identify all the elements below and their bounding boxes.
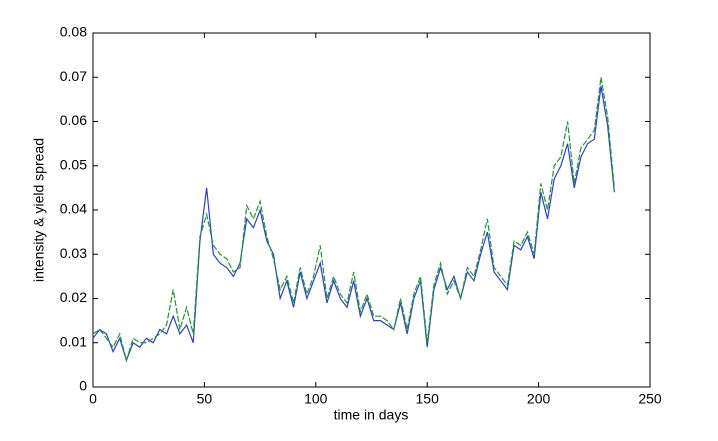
x-tick-label: 250: [638, 391, 662, 407]
y-tick-label: 0: [79, 378, 87, 394]
y-tick-label: 0.07: [60, 68, 87, 84]
x-tick-label: 200: [527, 391, 551, 407]
y-tick-label: 0.08: [60, 24, 87, 40]
axes-frame: [92, 32, 651, 388]
y-tick-label: 0.05: [60, 156, 87, 172]
series-line: [92, 86, 615, 363]
x-tick-label: 100: [304, 391, 328, 407]
x-tick-label: 0: [89, 391, 97, 407]
y-axis-label: intensity & yield spread: [31, 138, 47, 282]
x-axis-label: time in days: [334, 407, 409, 423]
y-tick-label: 0.06: [60, 112, 87, 128]
y-tick-label: 0.04: [60, 201, 87, 217]
x-tick-label: 50: [197, 391, 213, 407]
series-line: [92, 77, 615, 363]
y-tick-label: 0.01: [60, 333, 87, 349]
y-tick-label: 0.02: [60, 289, 87, 305]
x-tick-label: 150: [416, 391, 440, 407]
y-tick-label: 0.03: [60, 245, 87, 261]
